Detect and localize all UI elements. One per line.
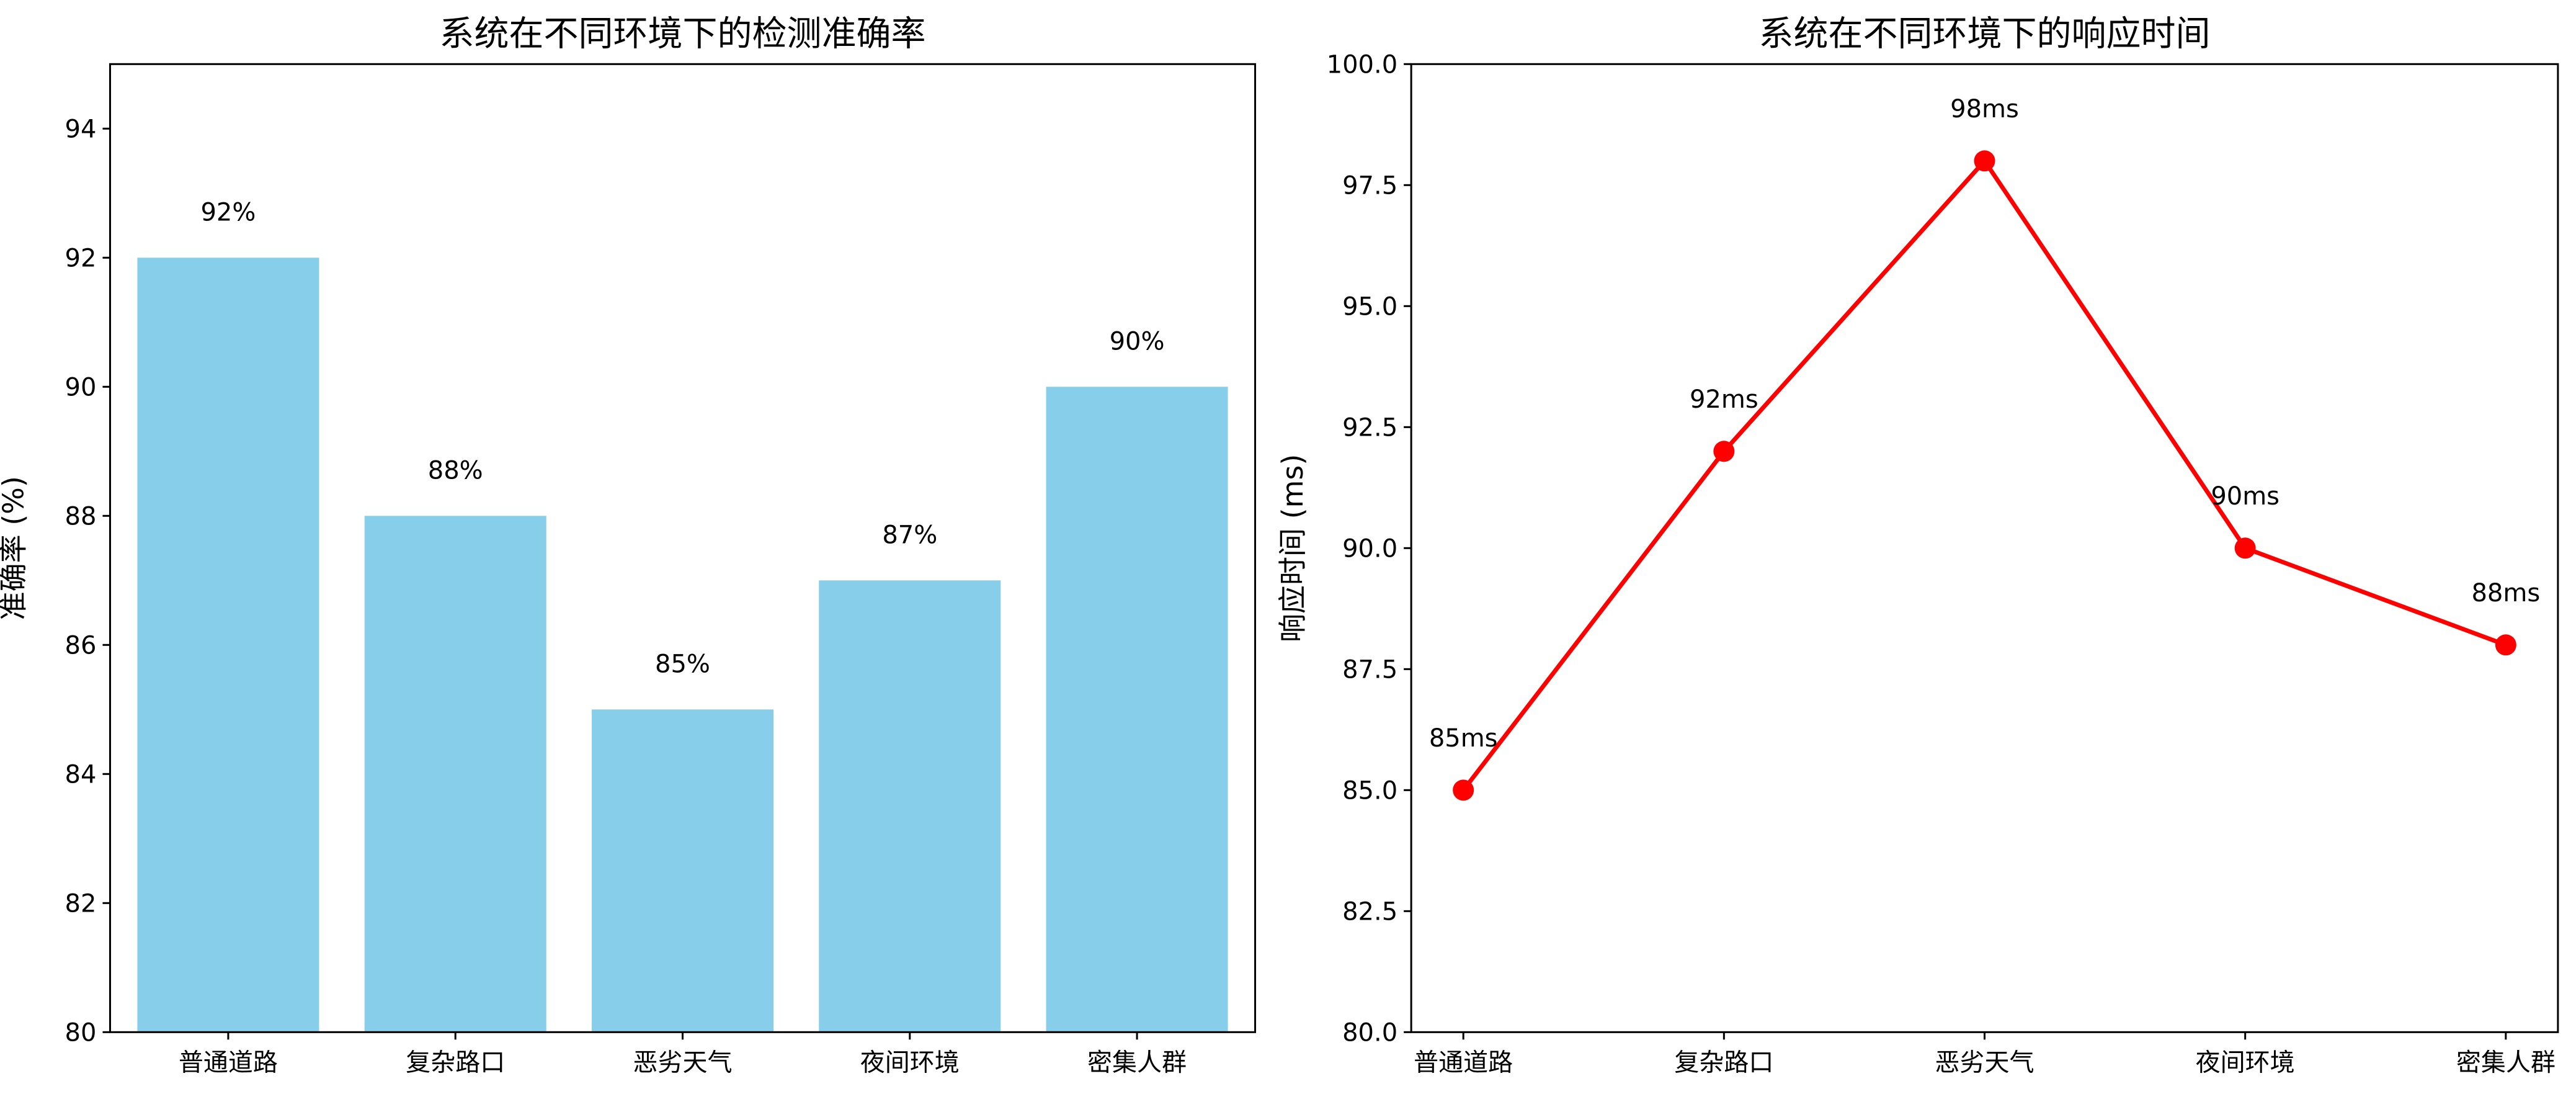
data-label: 92% <box>200 198 256 226</box>
bar <box>137 258 319 1033</box>
accuracy-chart-title: 系统在不同环境下的检测准确率 <box>439 14 925 54</box>
data-label: 87% <box>882 521 937 549</box>
response-y-axis: 80.0 82.5 85.0 87.5 90.0 92.5 95.0 97.5 100.0 <box>1327 50 1412 1047</box>
y-tick-label: 82 <box>65 889 97 918</box>
y-tick-label: 94 <box>65 115 97 143</box>
y-tick-label: 84 <box>65 760 97 789</box>
bar <box>819 580 1001 1033</box>
bar <box>364 516 546 1033</box>
x-tick-label: 复杂路口 <box>1674 1048 1773 1077</box>
y-tick-label: 92.5 <box>1342 413 1397 442</box>
data-point-marker <box>1974 150 1995 172</box>
data-point-marker <box>1453 779 1474 801</box>
accuracy-y-axis-label: 准确率 (%) <box>0 476 30 620</box>
data-label: 88% <box>428 456 483 485</box>
y-tick-label: 100.0 <box>1327 50 1398 79</box>
data-point-marker <box>2495 634 2516 656</box>
x-tick-label: 密集人群 <box>2456 1048 2556 1077</box>
y-tick-label: 90 <box>65 373 97 401</box>
data-label: 98ms <box>1950 95 2019 123</box>
accuracy-bar-chart: 系统在不同环境下的检测准确率 准确率 (%) 92% 88% 85% 87% 90% 8… <box>0 14 1257 1077</box>
data-label: 85ms <box>1429 724 1498 753</box>
data-point-marker <box>1713 441 1735 462</box>
x-tick-label: 普通道路 <box>1414 1048 1513 1077</box>
x-tick-label: 密集人群 <box>1087 1048 1187 1077</box>
response-time-line-chart: 系统在不同环境下的响应时间 响应时间 (ms) 85ms 92ms 98ms 90ms… <box>1276 14 2559 1077</box>
x-tick-label: 恶劣天气 <box>633 1048 732 1077</box>
accuracy-y-axis: 80 82 84 86 88 90 92 94 <box>65 115 110 1047</box>
x-tick-label: 夜间环境 <box>860 1048 960 1077</box>
response-plot-frame <box>1410 63 2559 1033</box>
accuracy-plot-frame <box>109 63 1257 1033</box>
x-tick-label: 夜间环境 <box>2196 1048 2295 1077</box>
x-tick-label: 复杂路口 <box>406 1048 505 1077</box>
data-label: 85% <box>655 650 710 678</box>
response-chart-title: 系统在不同环境下的响应时间 <box>1759 14 2211 54</box>
y-tick-label: 95.0 <box>1342 292 1397 321</box>
response-x-axis: 普通道路 复杂路口 恶劣天气 夜间环境 密集人群 <box>1414 1032 2556 1077</box>
accuracy-x-axis: 普通道路 复杂路口 恶劣天气 夜间环境 密集人群 <box>179 1032 1187 1077</box>
data-label: 90ms <box>2211 482 2280 511</box>
response-markers <box>1453 150 2516 801</box>
x-tick-label: 普通道路 <box>179 1048 278 1077</box>
accuracy-data-labels: 92% 88% 85% 87% 90% <box>200 198 1164 678</box>
y-tick-label: 80 <box>65 1018 97 1047</box>
y-tick-label: 80.0 <box>1342 1018 1397 1047</box>
y-tick-label: 88 <box>65 502 97 531</box>
data-label: 92ms <box>1690 385 1758 414</box>
y-tick-label: 82.5 <box>1342 897 1397 926</box>
y-tick-label: 85.0 <box>1342 776 1397 805</box>
response-y-axis-label: 响应时间 (ms) <box>1276 454 1309 642</box>
y-tick-label: 92 <box>65 244 97 272</box>
response-data-labels: 85ms 92ms 98ms 90ms 88ms <box>1429 95 2540 753</box>
response-line <box>1461 158 2507 792</box>
bar <box>1046 387 1228 1033</box>
y-tick-label: 86 <box>65 631 97 660</box>
accuracy-bars <box>137 258 1228 1033</box>
data-point-marker <box>2234 537 2256 559</box>
data-label: 90% <box>1110 327 1165 356</box>
bar <box>591 709 774 1033</box>
data-label: 88ms <box>2471 579 2540 608</box>
y-tick-label: 90.0 <box>1342 534 1397 563</box>
x-tick-label: 恶劣天气 <box>1935 1048 2035 1077</box>
y-tick-label: 87.5 <box>1342 655 1397 684</box>
y-tick-label: 97.5 <box>1342 171 1397 200</box>
